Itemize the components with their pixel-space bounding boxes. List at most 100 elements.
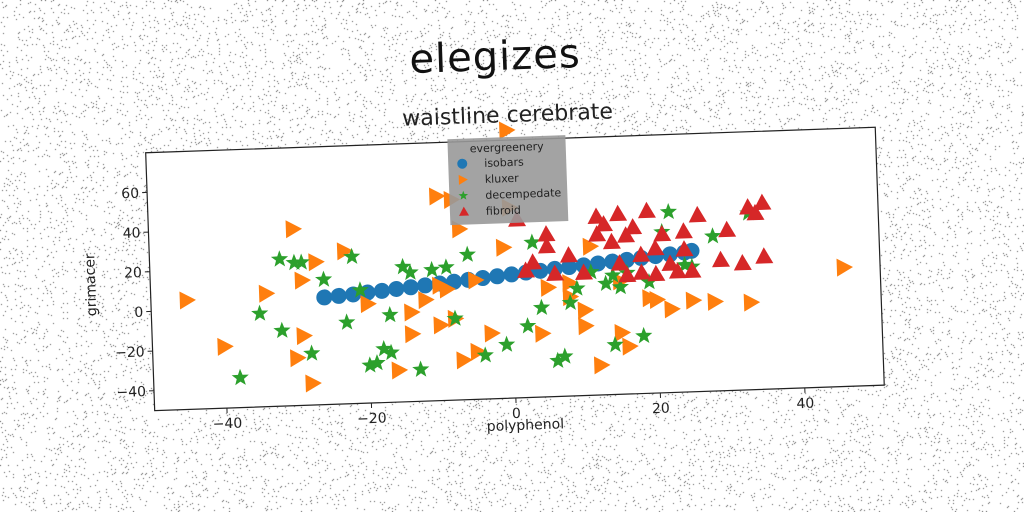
data-point: [562, 274, 579, 293]
x-tick-label: 0: [512, 406, 521, 422]
data-point: [290, 349, 307, 368]
data-point: [659, 202, 677, 220]
data-point: [535, 324, 552, 343]
data-point: [484, 324, 501, 343]
data-point: [498, 335, 516, 353]
x-tick-label: −40: [212, 416, 242, 433]
data-point: [391, 361, 409, 380]
legend-label: fibroid: [486, 204, 521, 218]
data-point: [653, 224, 672, 242]
data-point: [753, 193, 772, 211]
data-point: [373, 282, 390, 299]
data-point: [577, 301, 595, 320]
data-point: [606, 335, 624, 353]
data-point: [360, 295, 377, 314]
data-point: [305, 374, 322, 393]
data-point: [588, 225, 607, 242]
data-point: [589, 255, 606, 272]
data-point: [556, 347, 574, 365]
data-point: [446, 309, 464, 327]
data-point: [517, 261, 536, 279]
data-point: [495, 238, 513, 257]
data-point: [439, 280, 456, 299]
data-point: [231, 368, 249, 386]
series-kluxer: [179, 121, 854, 393]
data-point: [685, 291, 703, 310]
data-point: [351, 281, 369, 298]
plot-area: −40 −20 0 20 40 −40 −20 0 20 40 60: [115, 121, 885, 433]
data-point: [537, 225, 556, 242]
data-point: [546, 264, 565, 282]
data-point: [503, 266, 520, 283]
data-point: [270, 250, 289, 267]
data-point: [382, 343, 400, 361]
data-point: [445, 273, 462, 290]
data-point: [273, 321, 291, 339]
data-point: [401, 263, 419, 281]
data-point: [402, 279, 419, 296]
data-point: [646, 239, 665, 256]
data-point: [593, 356, 611, 375]
data-point: [316, 289, 333, 306]
y-tick-label: −20: [115, 344, 145, 361]
legend-label: isobars: [484, 156, 524, 170]
x-tick-label: 40: [796, 396, 814, 413]
data-point: [610, 254, 629, 271]
data-point: [292, 253, 310, 270]
data-point: [649, 290, 667, 309]
data-marks: [179, 121, 854, 393]
data-point: [561, 293, 579, 311]
data-point: [433, 316, 450, 335]
data-point: [285, 220, 303, 239]
data-point: [624, 218, 643, 235]
legend-marker: [458, 174, 468, 185]
data-point: [611, 278, 629, 295]
data-point: [568, 279, 586, 297]
data-point: [582, 237, 600, 256]
data-point: [519, 317, 537, 334]
data-point: [559, 246, 578, 263]
data-point: [523, 233, 541, 250]
data-point: [618, 265, 637, 283]
x-tick-label: 20: [652, 401, 670, 418]
data-point: [575, 263, 594, 281]
data-point: [458, 245, 476, 263]
y-tick-label: 40: [122, 225, 140, 242]
data-point: [635, 326, 653, 344]
data-point: [315, 270, 333, 288]
data-point: [746, 203, 765, 221]
data-point: [303, 344, 321, 361]
data-point: [251, 304, 269, 322]
data-point: [294, 271, 312, 290]
data-point: [537, 237, 556, 254]
data-point: [609, 204, 628, 222]
data-point: [637, 201, 656, 219]
legend-box: [447, 135, 569, 226]
data-point: [423, 260, 441, 278]
data-point: [743, 293, 761, 312]
data-point: [718, 220, 737, 238]
legend-marker: [458, 190, 469, 200]
legend-title: evergreenery: [470, 140, 545, 156]
data-point: [217, 337, 234, 356]
data-point: [532, 298, 551, 316]
data-point: [428, 187, 446, 206]
legend-marker: [457, 158, 468, 169]
data-point: [582, 263, 600, 280]
data-point: [540, 278, 558, 297]
data-point: [549, 351, 567, 369]
data-point: [597, 274, 615, 292]
data-point: [664, 300, 681, 319]
data-point: [524, 253, 543, 270]
data-point: [674, 222, 693, 239]
data-point: [456, 351, 473, 370]
data-point: [417, 277, 434, 294]
data-point: [661, 246, 678, 263]
data-point: [468, 271, 485, 290]
data-point: [343, 247, 361, 265]
data-point: [561, 259, 578, 276]
x-tick-label: −20: [357, 411, 387, 428]
data-point: [614, 323, 632, 342]
legend-label: kluxer: [485, 172, 520, 186]
